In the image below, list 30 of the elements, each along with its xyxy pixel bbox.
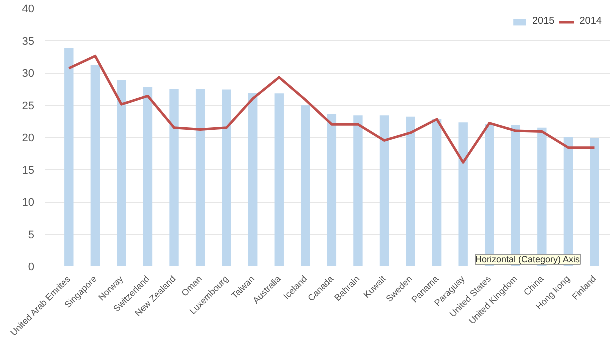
bar — [248, 92, 258, 266]
bar — [458, 122, 468, 266]
y-tick-label: 25 — [22, 100, 35, 112]
y-tick-label: 15 — [22, 164, 35, 177]
bar — [301, 105, 310, 266]
bar — [90, 65, 100, 266]
legend-label: 2014 — [580, 16, 602, 27]
bar — [170, 89, 179, 266]
bar — [327, 114, 337, 266]
bar — [380, 116, 390, 266]
bar — [143, 87, 153, 266]
y-tick-label: 10 — [22, 197, 35, 209]
y-tick-label: 0 — [28, 262, 35, 274]
bar — [64, 48, 74, 266]
bar — [117, 80, 126, 266]
y-tick-label: 30 — [22, 68, 35, 80]
bar — [432, 119, 442, 266]
annotation: Horizontal (Category) Axis — [476, 254, 581, 264]
bar — [274, 94, 284, 266]
y-tick-label: 5 — [28, 229, 35, 242]
bar — [222, 90, 232, 266]
bar — [590, 138, 600, 266]
bar — [196, 89, 206, 266]
legend-label: 2015 — [532, 16, 555, 27]
bar — [406, 116, 416, 266]
line-series — [68, 54, 596, 164]
y-tick-label: 35 — [22, 36, 35, 48]
y-tick-label: 40 — [22, 4, 35, 16]
y-tick-label: 20 — [22, 132, 35, 144]
bar — [354, 116, 363, 266]
